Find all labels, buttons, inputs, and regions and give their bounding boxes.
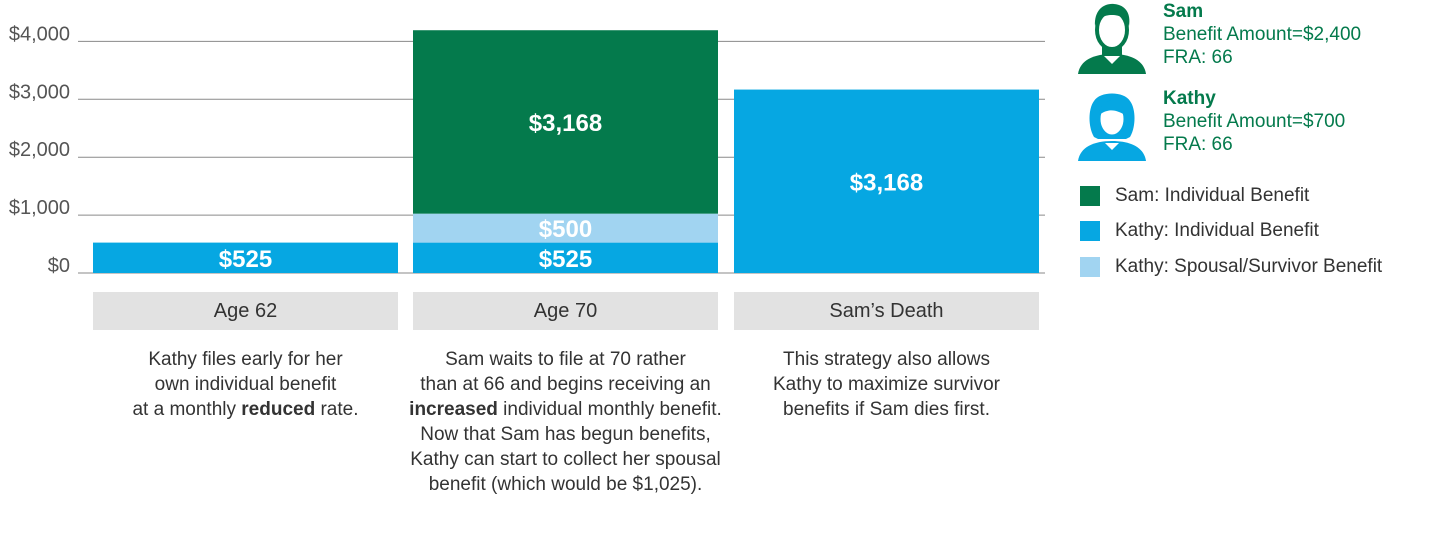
category-age-70: Age 70: [413, 292, 718, 330]
legend-sam-individual: Sam: Individual Benefit: [1080, 185, 1309, 207]
description-age-70: Sam waits to file at 70 rather than at 66…: [383, 347, 748, 497]
person-benefit: Benefit Amount=$2,400: [1163, 24, 1362, 45]
bar-labels: $525 $525 $500 $3,168 $3,168: [219, 110, 923, 273]
description-text: individual monthly benefit.: [497, 399, 722, 420]
person-sam-text: Sam Benefit Amount=$2,400 FRA: 66: [1163, 0, 1361, 69]
person-benefit: Benefit Amount=$700: [1163, 111, 1346, 132]
category-label: Age 70: [533, 299, 598, 322]
legend-swatch: [1080, 221, 1100, 241]
description-text: benefit (which would be $1,025).: [428, 474, 703, 495]
description-sams-death: This strategy also allows Kathy to maximi…: [734, 347, 1039, 422]
bar-value-label: $525: [539, 246, 592, 273]
legend-kathy-spousal: Kathy: Spousal/Survivor Benefit: [1080, 256, 1382, 278]
person-fra: FRA: 66: [1163, 47, 1233, 68]
person-name: Kathy: [1163, 88, 1216, 109]
person-fra: FRA: 66: [1163, 134, 1233, 155]
description-text: This strategy also allows: [783, 349, 990, 370]
y-tick-label: $3,000: [9, 81, 70, 103]
description-text: Kathy to maximize survivor: [772, 374, 1000, 395]
male-avatar-icon: [1078, 3, 1146, 74]
bar-segment: [413, 213, 718, 243]
bar-value-label: $3,168: [529, 110, 602, 137]
y-tick-label: $1,000: [9, 197, 70, 219]
person-name: Sam: [1163, 1, 1204, 22]
category-label: Age 62: [213, 299, 278, 322]
legend-swatch: [1080, 257, 1100, 277]
bar-segment: [93, 242, 398, 273]
bar-value-label: $525: [219, 246, 272, 273]
y-tick-label: $4,000: [9, 23, 70, 45]
female-avatar-icon: [1078, 93, 1146, 161]
category-sams-death: Sam’s Death: [734, 292, 1039, 330]
description-text: Now that Sam has begun benefits,: [420, 424, 711, 445]
description-text: rate.: [315, 399, 359, 420]
description-text: Sam waits to file at 70 rather: [445, 349, 686, 370]
legend-label: Kathy: Spousal/Survivor Benefit: [1115, 256, 1383, 277]
description-text: Kathy files early for her: [148, 349, 343, 370]
legend-label: Sam: Individual Benefit: [1115, 185, 1310, 206]
description-text: Kathy can start to collect her spousal: [410, 449, 721, 470]
description-age-62: Kathy files early for her own individual …: [93, 347, 398, 422]
person-kathy-text: Kathy Benefit Amount=$700 FRA: 66: [1163, 87, 1345, 156]
bar-value-label: $500: [539, 216, 592, 243]
emphasis-text: increased: [409, 399, 498, 420]
bar-segment: [734, 89, 1039, 273]
description-text: at a monthly: [132, 399, 242, 420]
benefit-chart: $0$1,000$2,000$3,000$4,000 $525 $525$500$…: [9, 23, 1045, 277]
description-text: than at 66 and begins receiving an: [420, 374, 711, 395]
legend-label: Kathy: Individual Benefit: [1115, 220, 1319, 241]
legend-swatch: [1080, 186, 1100, 206]
bar-segment: [413, 30, 718, 214]
bars: [93, 30, 1039, 273]
legend-kathy-individual: Kathy: Individual Benefit: [1080, 220, 1319, 242]
category-age-62: Age 62: [93, 292, 398, 330]
description-text: benefits if Sam dies first.: [783, 399, 990, 420]
y-tick-label: $2,000: [9, 139, 70, 161]
emphasis-text: reduced: [241, 399, 316, 420]
category-label: Sam’s Death: [829, 299, 944, 322]
bar-value-label: $3,168: [850, 169, 923, 196]
bar-segment: [413, 242, 718, 273]
description-text: own individual benefit: [154, 374, 337, 395]
y-axis-ticks: $0 $1,000 $2,000 $3,000 $4,000: [9, 23, 70, 277]
y-tick-label: $0: [48, 255, 70, 277]
